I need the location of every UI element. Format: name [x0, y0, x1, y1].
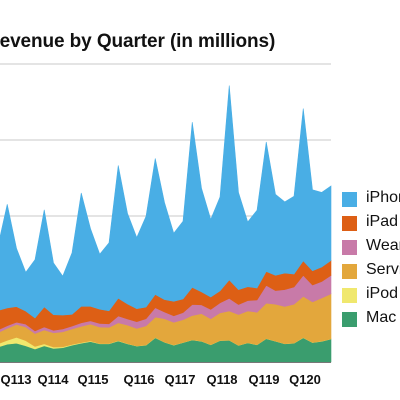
x-tick-label: Q119 — [248, 372, 279, 387]
x-tick-label: Q118 — [206, 372, 237, 387]
legend-label: Wearables — [366, 237, 400, 254]
legend-label: iPod — [366, 285, 399, 302]
x-tick-label: Q114 — [37, 372, 69, 387]
legend-swatch — [342, 216, 357, 231]
legend-label: Services — [366, 261, 400, 278]
x-tick-label: Q117 — [164, 372, 195, 387]
legend-swatch — [342, 264, 357, 279]
legend-label: iPhone — [366, 189, 400, 206]
legend-label: Mac — [366, 309, 397, 326]
legend-swatch — [342, 288, 357, 303]
x-tick-label: Q113 — [0, 372, 31, 387]
chart-title: Revenue by Quarter (in millions) — [0, 31, 276, 52]
legend-label: iPad — [366, 213, 399, 230]
x-tick-label: Q120 — [289, 372, 321, 387]
area-iphone — [0, 85, 332, 319]
legend-swatch — [342, 192, 357, 207]
x-tick-label: Q116 — [123, 372, 154, 387]
x-tick-label: Q115 — [77, 372, 108, 387]
legend-swatch — [342, 312, 357, 327]
legend-swatch — [342, 240, 357, 255]
